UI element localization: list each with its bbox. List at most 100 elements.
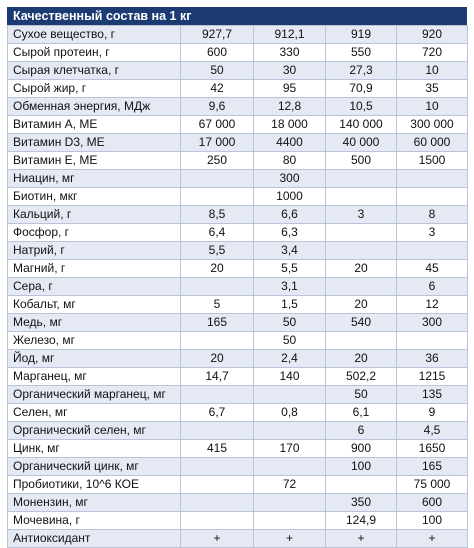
table-row: Кальций, г 8,5 6,6 3 8 [7, 205, 468, 224]
value-cell-col2: 0,8 [253, 403, 326, 422]
value-cell-col1: 415 [180, 439, 254, 458]
value-cell-col4: 12 [396, 295, 468, 314]
value-cell-col1 [180, 331, 254, 350]
value-cell-col4: 1215 [396, 367, 468, 386]
row-label: Ниацин, мг [7, 169, 181, 188]
value-cell-col4 [396, 187, 468, 206]
row-label: Цинк, мг [7, 439, 181, 458]
value-cell-col1: 14,7 [180, 367, 254, 386]
value-cell-col3 [325, 169, 397, 188]
value-cell-col4: 300 000 [396, 115, 468, 134]
table-row: Железо, мг 50 [7, 331, 468, 350]
value-cell-col4: 35 [396, 79, 468, 98]
value-cell-col1 [180, 421, 254, 440]
value-cell-col1: 42 [180, 79, 254, 98]
value-cell-col4: 300 [396, 313, 468, 332]
table-row: Сера, г 3,1 6 [7, 277, 468, 296]
table-row: Антиоксидант + + + + [7, 529, 468, 548]
value-cell-col4: 1500 [396, 151, 468, 170]
row-label: Биотин, мкг [7, 187, 181, 206]
value-cell-col2: 3,4 [253, 241, 326, 260]
table-row: Мочевина, г 124,9 100 [7, 511, 468, 530]
value-cell-col1: 165 [180, 313, 254, 332]
value-cell-col2: 12,8 [253, 97, 326, 116]
value-cell-col4: 10 [396, 97, 468, 116]
row-label: Витамин D3, МЕ [7, 133, 181, 152]
table-row: Марганец, мг 14,7 140 502,2 1215 [7, 367, 468, 386]
value-cell-col1: 6,7 [180, 403, 254, 422]
value-cell-col2: 95 [253, 79, 326, 98]
row-label: Органический марганец, мг [7, 385, 181, 404]
value-cell-col3: 350 [325, 493, 397, 512]
value-cell-col2: 140 [253, 367, 326, 386]
value-cell-col2: 80 [253, 151, 326, 170]
value-cell-col1: 20 [180, 259, 254, 278]
value-cell-col2 [253, 457, 326, 476]
value-cell-col4: 720 [396, 43, 468, 62]
value-cell-col2: 1,5 [253, 295, 326, 314]
table-row: Сырой протеин, г 600 330 550 720 [7, 43, 468, 62]
value-cell-col2: 4400 [253, 133, 326, 152]
table-row: Селен, мг 6,7 0,8 6,1 9 [7, 403, 468, 422]
table-row: Медь, мг 165 50 540 300 [7, 313, 468, 332]
value-cell-col4 [396, 169, 468, 188]
table-row: Йод, мг 20 2,4 20 36 [7, 349, 468, 368]
table-row: Сырая клетчатка, г 50 30 27,3 10 [7, 61, 468, 80]
value-cell-col1 [180, 187, 254, 206]
value-cell-col1: 600 [180, 43, 254, 62]
table-row: Натрий, г 5,5 3,4 [7, 241, 468, 260]
value-cell-col3: 27,3 [325, 61, 397, 80]
value-cell-col4: 135 [396, 385, 468, 404]
value-cell-col3 [325, 475, 397, 494]
table-row: Органический цинк, мг 100 165 [7, 457, 468, 476]
row-label: Обменная энергия, МДж [7, 97, 181, 116]
row-label: Магний, г [7, 259, 181, 278]
value-cell-col4 [396, 241, 468, 260]
table-row: Фосфор, г 6,4 6,3 3 [7, 223, 468, 242]
value-cell-col3: 6 [325, 421, 397, 440]
value-cell-col3: 70,9 [325, 79, 397, 98]
value-cell-col3: 124,9 [325, 511, 397, 530]
table-row: Кобальт, мг 5 1,5 20 12 [7, 295, 468, 314]
value-cell-col4: 100 [396, 511, 468, 530]
table-row: Магний, г 20 5,5 20 45 [7, 259, 468, 278]
row-label: Сырой жир, г [7, 79, 181, 98]
value-cell-col3: 550 [325, 43, 397, 62]
row-label: Витамин Е, МЕ [7, 151, 181, 170]
row-label: Монензин, мг [7, 493, 181, 512]
table-row: Сырой жир, г 42 95 70,9 35 [7, 79, 468, 98]
value-cell-col1 [180, 511, 254, 530]
value-cell-col2: 912,1 [253, 25, 326, 44]
row-label: Органический селен, мг [7, 421, 181, 440]
value-cell-col2: 18 000 [253, 115, 326, 134]
row-label: Кобальт, мг [7, 295, 181, 314]
row-label: Сухое вещество, г [7, 25, 181, 44]
table-row: Цинк, мг 415 170 900 1650 [7, 439, 468, 458]
value-cell-col2: 30 [253, 61, 326, 80]
value-cell-col4: 9 [396, 403, 468, 422]
value-cell-col3: 20 [325, 259, 397, 278]
value-cell-col1: 927,7 [180, 25, 254, 44]
value-cell-col3: 140 000 [325, 115, 397, 134]
value-cell-col2 [253, 511, 326, 530]
table-row: Органический селен, мг 6 4,5 [7, 421, 468, 440]
value-cell-col3: 50 [325, 385, 397, 404]
value-cell-col3: 40 000 [325, 133, 397, 152]
value-cell-col3: + [325, 529, 397, 548]
value-cell-col1: 5,5 [180, 241, 254, 260]
value-cell-col4: 60 000 [396, 133, 468, 152]
value-cell-col3: 20 [325, 295, 397, 314]
value-cell-col1: 6,4 [180, 223, 254, 242]
value-cell-col4: 920 [396, 25, 468, 44]
value-cell-col2 [253, 493, 326, 512]
table-row: Ниацин, мг 300 [7, 169, 468, 188]
row-label: Органический цинк, мг [7, 457, 181, 476]
row-label: Медь, мг [7, 313, 181, 332]
value-cell-col2: 6,6 [253, 205, 326, 224]
value-cell-col3: 20 [325, 349, 397, 368]
value-cell-col4: 45 [396, 259, 468, 278]
value-cell-col2: 330 [253, 43, 326, 62]
row-label: Сырая клетчатка, г [7, 61, 181, 80]
value-cell-col1: 17 000 [180, 133, 254, 152]
table-row: Биотин, мкг 1000 [7, 187, 468, 206]
